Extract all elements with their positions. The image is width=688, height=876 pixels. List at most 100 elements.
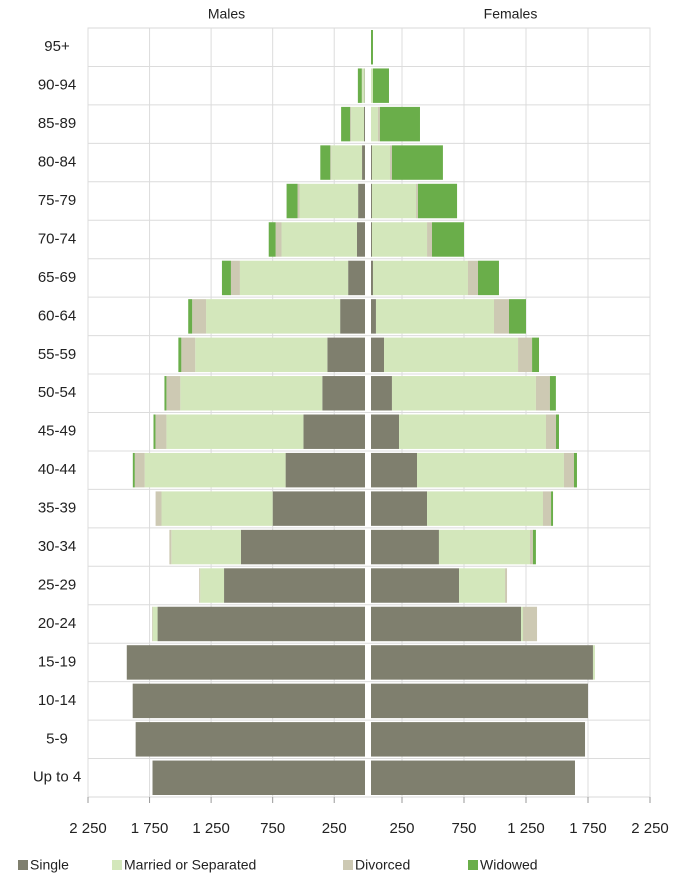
bar-segment [371,183,372,219]
bar-segment [371,529,439,565]
bar-segment [371,260,373,296]
y-tick-label: 90-94 [38,77,76,94]
bar-segment [299,183,359,219]
y-tick-label: 40-44 [38,461,76,478]
bar-segment [389,145,392,180]
bar-segment [357,68,362,103]
y-tick-label: 35-39 [38,500,76,517]
y-tick-label: 50-54 [38,384,76,401]
bar-segment [199,568,201,603]
bar-segment [371,222,372,257]
bar-segment [362,68,365,103]
bar-segment [166,414,304,449]
y-tick-label: 80-84 [38,154,76,171]
bar-segment [144,452,286,488]
bar-segment [178,337,182,373]
bar-segment [371,299,376,334]
bar-segment [529,529,533,565]
bar-segment [340,299,365,334]
legend-label: Divorced [355,857,410,873]
bar-segment [240,529,365,565]
bar-segment [169,529,172,565]
y-tick-label: 95+ [44,38,70,55]
y-tick-label: 10-14 [38,692,76,709]
bar-segment [523,606,538,642]
bar-segment [135,722,365,757]
bar-segment [563,452,574,488]
bar-segment [372,260,468,296]
bar-segment [371,337,385,373]
bar-segment [427,222,433,257]
bar-segment [362,145,365,180]
legend-swatch [112,860,122,870]
bar-segment [573,452,577,488]
x-tick-label: 2 250 [631,820,669,837]
bar-segment [152,606,153,642]
bar-segment [371,683,588,719]
bar-segment [200,568,225,603]
bar-segment [371,68,373,103]
legend-label: Single [30,857,69,873]
x-tick-label: 1 250 [507,820,545,837]
bar-segment [181,337,196,373]
bar-segment [521,606,524,642]
bar-segment [416,183,418,219]
bar-segment [224,568,365,603]
x-tick-label: 250 [322,820,347,837]
bar-segment [166,376,181,411]
bar-segment [330,145,332,180]
bar-segment [126,645,365,680]
y-tick-label: 85-89 [38,115,76,132]
bar-segment [180,376,323,411]
bar-segment [432,222,464,257]
bar-segment [153,414,156,449]
bar-segment [375,299,495,334]
x-tick-label: 750 [451,820,476,837]
x-tick-label: 750 [260,820,285,837]
bar-segment [285,452,365,488]
legend-swatch [18,860,28,870]
bar-segment [320,145,331,180]
bar-segment [275,222,282,257]
bar-segment [505,568,508,603]
bar-segment [371,106,378,142]
bar-segment [371,645,593,680]
bar-segment [399,414,546,449]
legend-label: Married or Separated [124,857,256,873]
bar-segment [377,106,380,142]
bar-segment [268,222,276,257]
bar-segment [371,760,575,795]
bar-segment [155,491,162,526]
bar-segment [417,183,458,219]
bar-segment [371,222,428,257]
y-tick-label: 15-19 [38,653,76,670]
bar-segment [371,376,392,411]
bar-segment [371,722,586,757]
bar-segment [384,337,519,373]
x-tick-label: 250 [389,820,414,837]
bar-segment [494,299,510,334]
bar-segment [372,68,389,103]
x-tick-label: 2 250 [69,820,107,837]
bar-segment [157,606,365,642]
bar-segment [164,376,167,411]
bar-segment [195,337,328,373]
bar-segment [592,645,595,680]
bar-segment [230,260,240,296]
bar-segment [467,260,479,296]
y-tick-label: 5-9 [46,730,68,747]
bar-segment [391,145,443,180]
bar-segment [272,491,365,526]
bar-segment [351,106,365,142]
bar-segment [171,529,241,565]
bar-segment [155,414,167,449]
bar-segment [371,183,417,219]
bar-segment [545,414,557,449]
bar-segment [535,376,550,411]
x-tick-label: 1 750 [569,820,607,837]
bar-segment [371,30,373,65]
bar-segment [286,183,298,219]
bar-segment [371,606,522,642]
panel-title: Females [484,6,538,22]
